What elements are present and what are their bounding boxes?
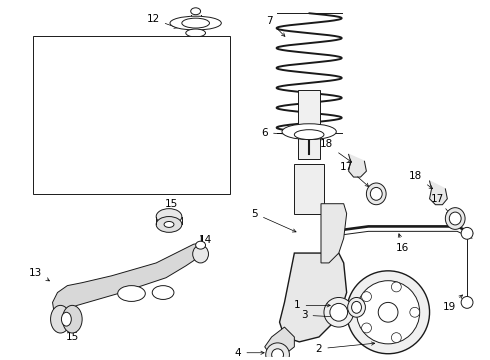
Text: 7: 7	[267, 16, 285, 36]
Ellipse shape	[185, 78, 206, 86]
Circle shape	[271, 349, 284, 360]
Text: 19: 19	[442, 295, 463, 312]
Circle shape	[392, 282, 401, 292]
Ellipse shape	[347, 297, 366, 317]
Ellipse shape	[352, 301, 362, 313]
Circle shape	[410, 307, 420, 317]
Ellipse shape	[174, 120, 198, 126]
Text: 15: 15	[164, 199, 177, 216]
Ellipse shape	[172, 139, 199, 144]
Ellipse shape	[174, 157, 197, 162]
Polygon shape	[52, 243, 205, 319]
Ellipse shape	[164, 221, 174, 228]
Polygon shape	[265, 327, 294, 357]
Ellipse shape	[173, 126, 198, 132]
Circle shape	[346, 271, 430, 354]
Ellipse shape	[156, 209, 182, 224]
Text: 5: 5	[251, 208, 296, 232]
Ellipse shape	[282, 124, 336, 140]
Circle shape	[362, 292, 371, 302]
Text: 12: 12	[147, 14, 177, 28]
Bar	[33, 36, 230, 194]
Ellipse shape	[173, 144, 198, 150]
Ellipse shape	[370, 188, 382, 200]
Text: 18: 18	[409, 171, 433, 189]
Text: 17: 17	[431, 194, 450, 214]
Text: 10: 10	[135, 79, 172, 89]
Ellipse shape	[175, 108, 196, 114]
Polygon shape	[279, 253, 346, 342]
Text: 17: 17	[340, 162, 368, 186]
Text: 8: 8	[150, 171, 172, 181]
Circle shape	[461, 297, 473, 308]
Ellipse shape	[182, 18, 209, 28]
Polygon shape	[430, 181, 447, 205]
Bar	[163, 86, 171, 94]
Ellipse shape	[178, 50, 213, 61]
Text: 1: 1	[294, 300, 330, 310]
FancyBboxPatch shape	[294, 164, 324, 213]
Text: 11: 11	[143, 51, 172, 61]
Ellipse shape	[175, 75, 217, 89]
Bar	[298, 90, 320, 159]
Ellipse shape	[196, 241, 205, 249]
Ellipse shape	[174, 114, 197, 120]
Circle shape	[378, 302, 398, 322]
Ellipse shape	[449, 212, 461, 225]
Ellipse shape	[169, 48, 223, 64]
Ellipse shape	[186, 29, 205, 37]
Text: 15: 15	[66, 325, 79, 342]
Ellipse shape	[50, 305, 70, 333]
Ellipse shape	[174, 150, 198, 156]
Ellipse shape	[330, 303, 347, 321]
Text: 2: 2	[316, 342, 375, 354]
Circle shape	[266, 343, 290, 360]
Ellipse shape	[172, 132, 199, 138]
FancyBboxPatch shape	[178, 149, 194, 159]
Text: 18: 18	[320, 139, 352, 162]
Ellipse shape	[185, 56, 206, 64]
Ellipse shape	[170, 16, 221, 30]
FancyBboxPatch shape	[174, 165, 197, 181]
Text: 14: 14	[198, 235, 212, 251]
Ellipse shape	[445, 208, 465, 229]
Polygon shape	[348, 154, 367, 177]
Ellipse shape	[324, 297, 354, 327]
Text: 9: 9	[150, 122, 172, 132]
Ellipse shape	[294, 130, 324, 140]
Ellipse shape	[191, 8, 200, 15]
Ellipse shape	[167, 73, 224, 91]
Ellipse shape	[367, 183, 386, 205]
Text: 3: 3	[301, 310, 340, 320]
Text: 4: 4	[235, 348, 264, 358]
Circle shape	[357, 281, 420, 344]
Text: 13: 13	[29, 268, 49, 281]
Ellipse shape	[193, 245, 208, 263]
Circle shape	[392, 333, 401, 343]
Circle shape	[461, 228, 473, 239]
Text: 16: 16	[396, 234, 410, 253]
Polygon shape	[321, 204, 346, 263]
Ellipse shape	[61, 312, 72, 326]
Ellipse shape	[118, 285, 146, 301]
Ellipse shape	[62, 305, 82, 333]
Ellipse shape	[156, 217, 182, 232]
Text: 6: 6	[262, 128, 292, 138]
Circle shape	[362, 323, 371, 333]
Bar	[220, 86, 228, 94]
